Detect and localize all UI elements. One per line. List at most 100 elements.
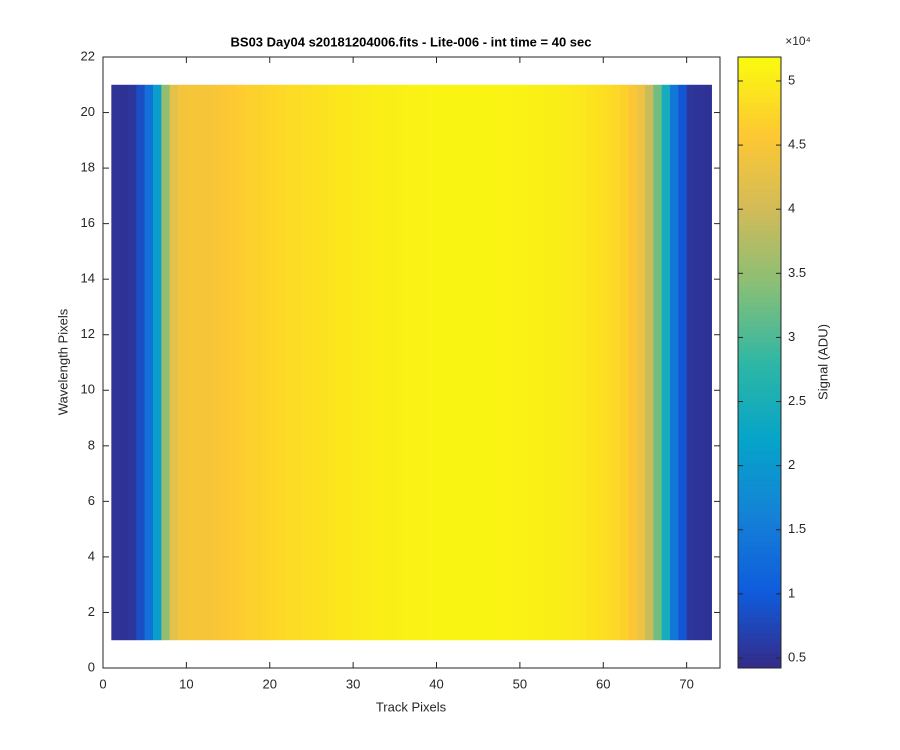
colorbar-swatch bbox=[738, 179, 781, 185]
y-tick-label: 18 bbox=[81, 160, 95, 175]
heatmap-cell bbox=[511, 84, 521, 641]
y-tick-label: 8 bbox=[88, 437, 95, 452]
heatmap-cell bbox=[436, 84, 446, 641]
y-tick-label: 4 bbox=[88, 548, 95, 563]
colorbar-swatch bbox=[738, 398, 781, 404]
y-tick-label: 6 bbox=[88, 493, 95, 508]
heatmap-cell bbox=[469, 84, 479, 641]
colorbar-swatch bbox=[738, 550, 781, 557]
heatmap-cell bbox=[286, 84, 296, 641]
x-tick-label: 70 bbox=[679, 676, 693, 691]
heatmap-cell bbox=[186, 84, 196, 641]
heatmap-cell bbox=[278, 84, 287, 641]
colorbar-swatch bbox=[738, 214, 781, 221]
colorbar-swatch bbox=[738, 316, 781, 323]
colorbar-swatch bbox=[738, 505, 781, 511]
heatmap-cell bbox=[694, 84, 704, 641]
heatmap-cell bbox=[644, 84, 654, 641]
heatmap-cell bbox=[636, 84, 646, 641]
colorbar-swatch bbox=[738, 555, 781, 562]
heatmap-cell bbox=[486, 84, 496, 641]
colorbar-swatch bbox=[738, 281, 781, 287]
colorbar-swatch bbox=[738, 530, 781, 537]
colorbar-swatch bbox=[738, 657, 781, 664]
heatmap-cell bbox=[678, 84, 687, 641]
colorbar-swatch bbox=[738, 331, 781, 338]
heatmap-cell bbox=[586, 84, 596, 641]
colorbar-tick-label: 1 bbox=[788, 585, 795, 600]
heatmap-cell bbox=[403, 84, 412, 641]
colorbar-swatch bbox=[738, 204, 781, 211]
heatmap-cell bbox=[161, 84, 171, 641]
colorbar-swatch bbox=[738, 545, 781, 552]
colorbar-swatch bbox=[738, 372, 781, 379]
colorbar-swatch bbox=[738, 184, 781, 190]
heatmap-cell bbox=[419, 84, 429, 641]
heatmap-cell bbox=[211, 84, 221, 641]
heatmap-cell bbox=[244, 84, 254, 641]
colorbar-swatch bbox=[738, 296, 781, 302]
colorbar-swatch bbox=[738, 107, 781, 114]
colorbar-tick-label: 5 bbox=[788, 72, 795, 87]
colorbar-tick-label: 3 bbox=[788, 329, 795, 344]
y-tick-label: 16 bbox=[81, 215, 95, 230]
colorbar-box bbox=[737, 56, 782, 669]
colorbar-swatch bbox=[738, 245, 781, 251]
heatmap-cell bbox=[503, 84, 512, 641]
colorbar-swatch bbox=[738, 566, 781, 572]
colorbar-swatch bbox=[738, 510, 781, 516]
colorbar-swatch bbox=[738, 535, 781, 542]
colorbar-swatch bbox=[738, 408, 781, 414]
heatmap-cell bbox=[236, 84, 246, 641]
colorbar-swatch bbox=[738, 260, 781, 267]
colorbar-swatch bbox=[738, 57, 781, 63]
colorbar-swatch bbox=[738, 591, 781, 598]
colorbar-swatch bbox=[738, 255, 781, 262]
heatmap-cell bbox=[394, 84, 404, 641]
colorbar-swatch bbox=[738, 189, 781, 195]
colorbar-swatch bbox=[738, 72, 781, 78]
colorbar-swatch bbox=[738, 449, 781, 455]
heatmap-cell bbox=[603, 84, 612, 641]
colorbar-swatch bbox=[738, 321, 781, 328]
colorbar-swatch bbox=[738, 433, 781, 440]
colorbar-swatch bbox=[738, 413, 781, 420]
colorbar-swatch bbox=[738, 382, 781, 389]
heatmap-cell bbox=[253, 84, 262, 641]
heatmap-cell bbox=[619, 84, 629, 641]
colorbar-swatch bbox=[738, 459, 781, 465]
colorbar-tick-label: 2 bbox=[788, 457, 795, 472]
colorbar-swatch bbox=[738, 469, 781, 476]
colorbar-swatch bbox=[738, 576, 781, 582]
colorbar-swatch bbox=[738, 158, 781, 165]
heatmap-cell bbox=[128, 84, 137, 641]
y-tick-label: 2 bbox=[88, 604, 95, 619]
heatmap-cell bbox=[561, 84, 571, 641]
colorbar-swatch bbox=[738, 194, 781, 201]
colorbar-tick-label: 2.5 bbox=[788, 393, 806, 408]
colorbar-swatch bbox=[738, 286, 781, 292]
colorbar-swatch bbox=[738, 342, 781, 348]
colorbar-swatch bbox=[738, 250, 781, 257]
heatmap-cell bbox=[453, 84, 462, 641]
heatmap-cell bbox=[261, 84, 271, 641]
heatmap-cell bbox=[536, 84, 546, 641]
x-tick-label: 20 bbox=[263, 676, 277, 691]
colorbar-swatch bbox=[738, 87, 781, 94]
x-tick-label: 0 bbox=[99, 676, 106, 691]
heatmap-cell bbox=[194, 84, 204, 641]
heatmap-cell bbox=[361, 84, 371, 641]
heatmap-cell bbox=[219, 84, 229, 641]
colorbar-swatch bbox=[738, 326, 781, 333]
heatmap-cell bbox=[461, 84, 471, 641]
heatmap-cell bbox=[228, 84, 237, 641]
colorbar-swatch bbox=[738, 642, 781, 649]
colorbar-swatch bbox=[738, 367, 781, 374]
heatmap-cell bbox=[428, 84, 437, 641]
heatmap-cell bbox=[153, 84, 162, 641]
x-axis-label: Track Pixels bbox=[376, 699, 447, 714]
colorbar-swatch bbox=[738, 586, 781, 593]
colorbar-swatch bbox=[738, 652, 781, 659]
colorbar-swatch bbox=[738, 138, 781, 145]
y-tick-label: 14 bbox=[81, 271, 95, 286]
